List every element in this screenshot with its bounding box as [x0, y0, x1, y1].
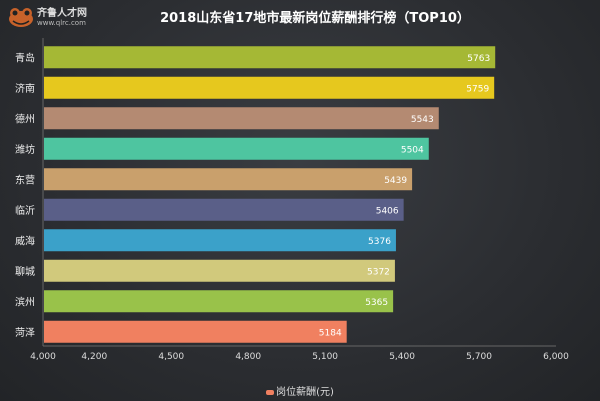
category-label: 德州: [15, 112, 35, 125]
data-label: 5372: [367, 267, 390, 277]
category-label: 临沂: [15, 204, 35, 217]
x-tick-label: 4,000: [30, 352, 56, 362]
frog-logo-icon: [9, 8, 33, 27]
bar-济南[interactable]: [44, 76, 495, 99]
data-label: 5763: [467, 54, 490, 64]
bar-潍坊[interactable]: [44, 137, 429, 160]
category-label: 东营: [15, 173, 35, 186]
bar-聊城[interactable]: [44, 259, 395, 282]
data-label: 5759: [466, 84, 489, 94]
x-tick-label: 6,000: [543, 352, 569, 362]
logo: 齐鲁人才网 www.qlrc.com: [8, 6, 87, 28]
data-label: 5504: [401, 145, 424, 155]
category-label: 聊城: [15, 265, 35, 278]
data-label: 5439: [384, 176, 407, 186]
legend-label: 岗位薪酬(元): [276, 387, 334, 398]
x-tick-label: 4,800: [235, 352, 261, 362]
bar-东营[interactable]: [44, 168, 413, 191]
data-label: 5376: [368, 237, 391, 247]
category-label: 潍坊: [15, 143, 35, 156]
bar-滨州[interactable]: [44, 290, 394, 313]
category-label: 菏泽: [15, 327, 35, 339]
data-label: 5184: [319, 328, 342, 338]
x-tick-label: 4,200: [81, 352, 107, 362]
category-label: 滨州: [15, 295, 35, 308]
data-label: 5406: [376, 206, 399, 216]
category-label: 青岛: [15, 51, 35, 64]
x-tick-label: 5,700: [466, 352, 492, 362]
x-tick-label: 5,100: [312, 352, 338, 362]
legend[interactable]: 岗位薪酬(元): [0, 383, 600, 398]
category-label: 济南: [15, 82, 35, 95]
chart-title: 2018山东省17地市最新岗位薪酬排行榜（TOP10）: [160, 11, 470, 26]
logo-url: www.qlrc.com: [37, 18, 86, 27]
bar-菏泽[interactable]: [44, 320, 347, 343]
data-label: 5543: [411, 115, 434, 125]
bar-临沂[interactable]: [44, 198, 404, 221]
logo-name: 齐鲁人才网: [37, 7, 87, 19]
bar-青岛[interactable]: [44, 46, 496, 69]
legend-swatch: [266, 389, 275, 395]
data-label: 5365: [365, 298, 388, 308]
bar-德州[interactable]: [44, 107, 439, 130]
category-label: 威海: [15, 234, 35, 247]
x-tick-label: 5,400: [389, 352, 415, 362]
bar-威海[interactable]: [44, 229, 396, 252]
x-tick-label: 4,500: [158, 352, 184, 362]
